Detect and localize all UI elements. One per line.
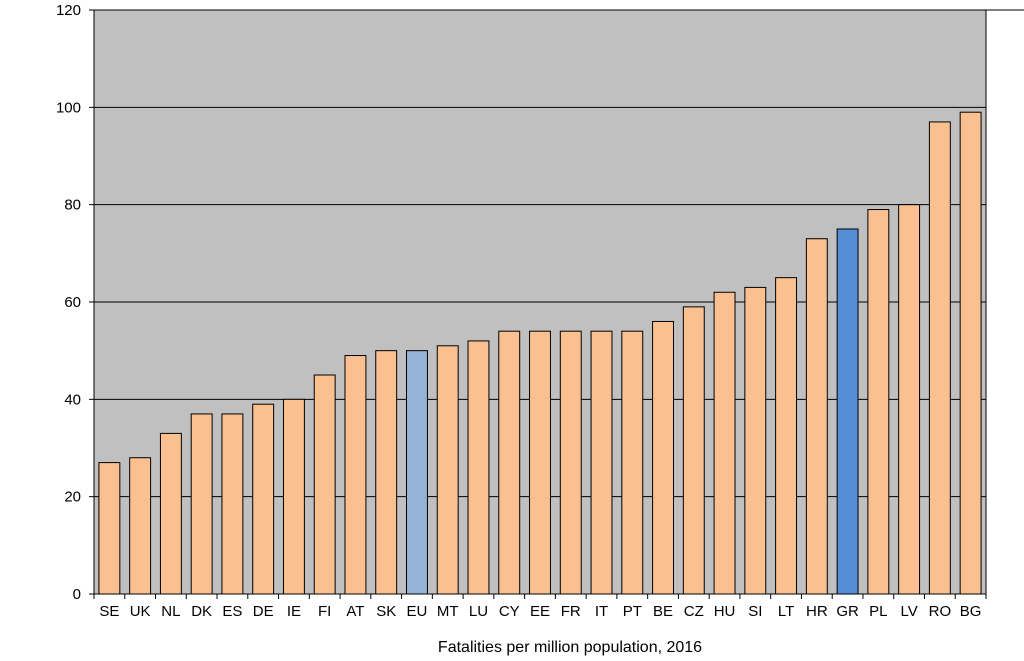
x-tick-label: EU — [407, 603, 428, 620]
x-tick-label: NL — [161, 603, 180, 620]
bar-ee — [529, 330, 551, 595]
y-tick-label: 80 — [64, 197, 81, 214]
bar-lu — [467, 340, 490, 595]
bar-es — [221, 413, 244, 595]
bar-sk — [375, 350, 398, 595]
bar-cz — [682, 306, 705, 595]
y-tick-label: 20 — [64, 489, 81, 506]
bar-mt — [436, 345, 459, 595]
x-tick-label: EE — [530, 603, 550, 620]
x-tick-label: SE — [99, 603, 119, 620]
x-tick-label: LT — [778, 603, 794, 620]
x-tick-label: IE — [287, 603, 301, 620]
y-axis-ticks: 0 20 40 60 80 100 120 — [56, 2, 94, 603]
bar-pl — [867, 209, 890, 595]
bar-hu — [713, 291, 736, 595]
x-tick-label: AT — [346, 603, 364, 620]
bar-dk — [190, 413, 213, 595]
bar-nl — [159, 432, 182, 595]
bar-fi — [313, 374, 336, 595]
x-tick-label: CZ — [684, 603, 704, 620]
x-tick-label: RO — [929, 603, 952, 620]
bar-fr — [559, 330, 582, 595]
x-tick-label: FI — [318, 603, 331, 620]
bar-si — [744, 286, 767, 595]
x-tick-label: ES — [222, 603, 242, 620]
bar-gr — [836, 228, 859, 595]
x-tick-label: HU — [714, 603, 736, 620]
bar-pt — [621, 330, 644, 595]
bar-se — [98, 462, 121, 595]
bar-de — [252, 403, 275, 595]
y-tick-label: 60 — [64, 294, 81, 311]
bar-be — [652, 320, 674, 595]
x-tick-label: SK — [376, 603, 396, 620]
bar-lt — [775, 277, 798, 595]
bar-at — [344, 355, 367, 595]
bar-eu — [406, 350, 428, 595]
x-axis-label: Fatalities per million population, 2016 — [438, 639, 702, 656]
x-tick-label: LV — [900, 603, 917, 620]
y-tick-label: 40 — [64, 391, 81, 408]
bars — [98, 111, 982, 595]
bar-it — [590, 330, 613, 595]
x-tick-label: MT — [437, 603, 459, 620]
y-tick-label: 100 — [56, 99, 81, 116]
x-tick-label: DE — [253, 603, 274, 620]
bar-uk — [129, 457, 152, 595]
bar-hr — [805, 238, 828, 595]
bar-cy — [498, 330, 521, 595]
y-tick-label: 0 — [73, 586, 81, 603]
x-tick-label: PT — [623, 603, 642, 620]
bar-ie — [282, 398, 305, 595]
x-tick-label: IT — [595, 603, 608, 620]
x-tick-label: SI — [748, 603, 762, 620]
x-tick-label: PL — [869, 603, 887, 620]
x-tick-label: LU — [469, 603, 488, 620]
x-tick-label: BG — [960, 603, 982, 620]
x-tick-label: FR — [561, 603, 581, 620]
x-tick-label: BE — [653, 603, 673, 620]
x-tick-label: CY — [499, 603, 520, 620]
bar-ro — [928, 121, 951, 595]
x-tick-label: GR — [836, 603, 859, 620]
x-axis-ticks: SE UK NL DK ES DE IE FI AT SK EU MT LU CY EE FR IT PT BE CZ… — [93, 594, 987, 620]
x-tick-label: DK — [191, 603, 212, 620]
bar-bg — [959, 111, 982, 595]
y-tick-label: 120 — [56, 2, 81, 19]
x-tick-label: UK — [130, 603, 151, 620]
x-tick-label: HR — [806, 603, 828, 620]
bar-lv — [898, 204, 921, 595]
